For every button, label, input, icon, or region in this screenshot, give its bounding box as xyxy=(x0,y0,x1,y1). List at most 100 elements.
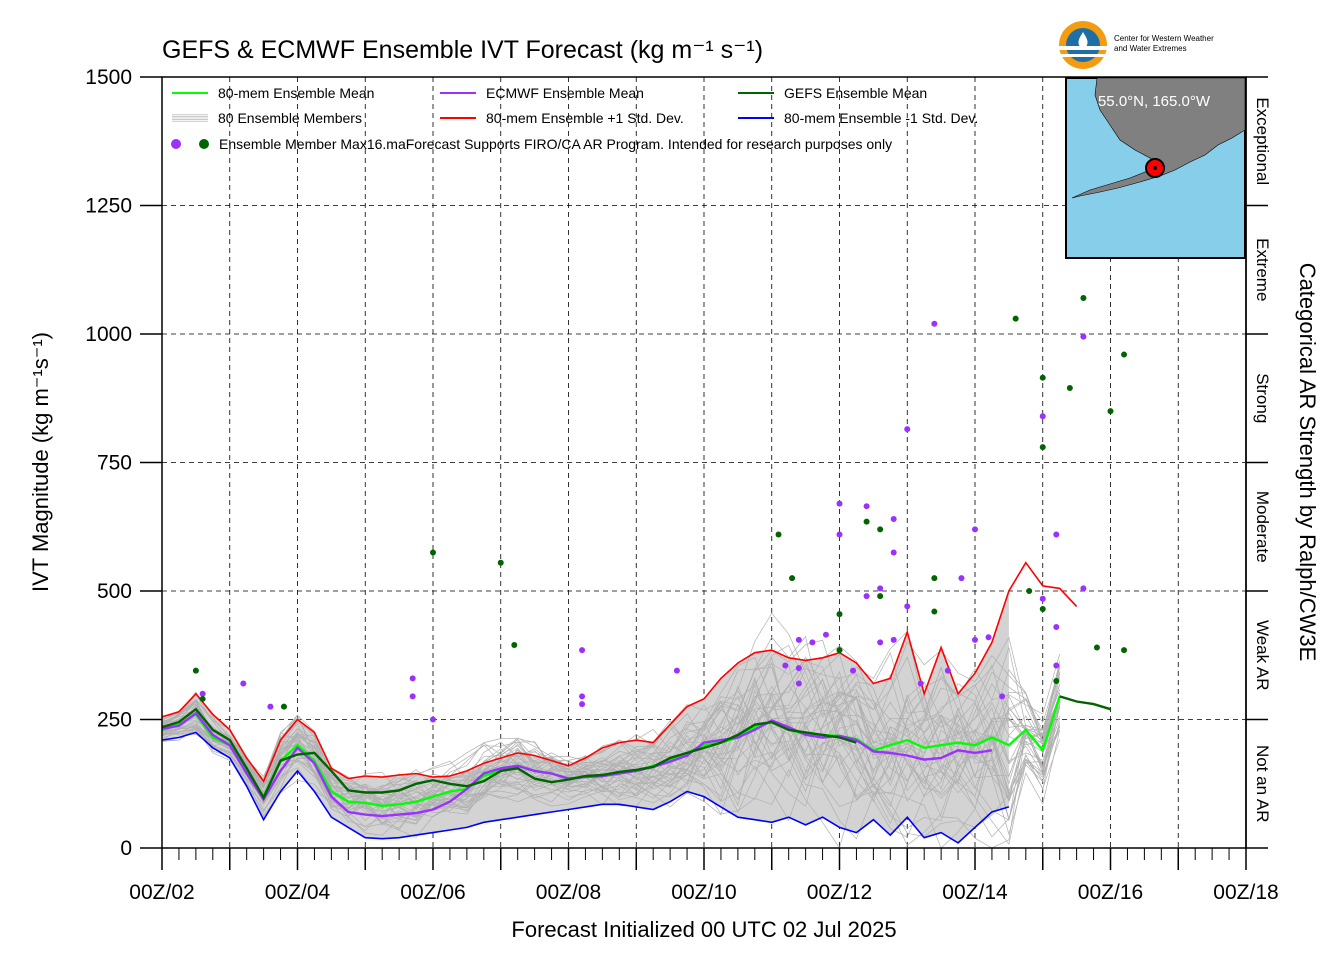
gefs-max-marker xyxy=(775,531,782,538)
ecmwf-max-marker xyxy=(579,701,586,708)
ecmwf-max-marker xyxy=(199,690,206,697)
ecmwf-max-marker xyxy=(809,639,816,646)
ecmwf-max-marker xyxy=(795,680,802,687)
ensemble-member-line xyxy=(161,636,1061,820)
ecmwf-max-marker xyxy=(931,320,938,327)
gefs-max-marker xyxy=(789,575,796,582)
std-dev-spread xyxy=(162,591,1009,843)
ensemble-member-line xyxy=(161,700,1061,846)
gefs-max-marker xyxy=(877,593,884,600)
legend: 80-mem Ensemble Mean ECMWF Ensemble Mean G… xyxy=(171,85,978,152)
ecmwf-max-marker xyxy=(904,426,911,433)
ensemble-member-line xyxy=(161,668,1061,811)
ecmwf-max-marker xyxy=(877,585,884,592)
ecmwf-max-marker xyxy=(944,667,951,674)
ecmwf-max-marker xyxy=(972,526,978,533)
ecmwf-max-marker xyxy=(1053,662,1060,669)
cw3e-logo: Center for Western Weather and Water Ext… xyxy=(1059,21,1214,69)
x-tick-label: 00Z/06 xyxy=(400,881,465,904)
x-tick-label: 00Z/14 xyxy=(942,881,1008,904)
legend-label: 80-mem Ensemble +1 Std. Dev. xyxy=(486,110,684,126)
ecmwf-max-marker xyxy=(863,593,870,600)
category-label: Strong xyxy=(1253,373,1272,423)
gefs-max-marker xyxy=(497,559,504,566)
series-line-80-mem-ensemble-1-std-dev- xyxy=(161,731,1010,844)
location-marker-center xyxy=(1153,166,1157,170)
x-tick-label: 00Z/12 xyxy=(807,881,872,904)
gefs-max-marker xyxy=(1039,605,1046,612)
max-markers xyxy=(192,295,1128,723)
ecmwf-max-marker xyxy=(890,516,897,523)
gefs-max-marker xyxy=(1012,315,1019,322)
x-axis-title: Forecast Initialized 00 UTC 02 Jul 2025 xyxy=(511,917,896,942)
gefs-max-marker xyxy=(1107,408,1114,415)
ecmwf-max-marker xyxy=(917,680,924,687)
category-label: Weak AR xyxy=(1253,620,1272,691)
ecmwf-max-marker xyxy=(267,703,274,710)
legend-label: GEFS Ensemble Mean xyxy=(784,85,927,101)
ensemble-member-line xyxy=(161,703,1061,829)
ecmwf-max-marker xyxy=(850,667,857,674)
ensemble-member-line xyxy=(161,661,1061,825)
spread-fill xyxy=(162,591,1009,843)
chart-title: GEFS & ECMWF Ensemble IVT Forecast (kg m… xyxy=(162,36,763,64)
gefs-max-marker xyxy=(192,667,199,674)
ecmwf-max-marker xyxy=(579,647,586,654)
plot-area xyxy=(161,77,1246,849)
legend-marker-gefs xyxy=(199,139,209,149)
ecmwf-max-marker xyxy=(409,693,416,700)
ecmwf-max-marker xyxy=(863,503,870,510)
x-axis: 00Z/02 00Z/04 00Z/06 00Z/08 00Z/10 00Z/12 00Z/… xyxy=(129,848,1279,904)
y-tick-label: 1000 xyxy=(85,323,132,346)
ecmwf-max-marker xyxy=(836,500,843,507)
ecmwf-max-marker xyxy=(999,693,1006,700)
x-tick-label: 00Z/04 xyxy=(265,881,331,904)
gefs-max-marker xyxy=(836,611,843,618)
ensemble-member-line xyxy=(161,664,1061,811)
ecmwf-max-marker xyxy=(673,667,680,674)
gefs-max-marker xyxy=(877,526,884,533)
ecmwf-max-marker xyxy=(1053,531,1060,538)
ecmwf-max-marker xyxy=(877,639,884,646)
category-label: Not an AR xyxy=(1253,745,1272,823)
ecmwf-max-marker xyxy=(890,549,897,556)
ecmwf-max-marker xyxy=(409,675,416,682)
y-axis: 0 250 500 750 1000 1250 1500 xyxy=(85,66,162,860)
gefs-max-marker xyxy=(1026,588,1033,594)
ensemble-member-line xyxy=(161,685,1061,812)
gefs-max-marker xyxy=(836,647,843,654)
ecmwf-max-marker xyxy=(958,575,965,582)
legend-label: 80 Ensemble Members xyxy=(218,110,362,126)
series-line-80-mem-ensemble-1-std-dev- xyxy=(161,561,1078,783)
series-line-gefs-ensemble-mean xyxy=(161,695,1111,801)
right-axis-title: Categorical AR Strength by Ralph/CW3E xyxy=(1295,263,1320,662)
ensemble-member-line xyxy=(161,666,1061,810)
y-tick-label: 750 xyxy=(97,452,132,475)
ecmwf-max-marker xyxy=(579,693,586,700)
ensemble-member-line xyxy=(161,656,1061,845)
ar-category-axis: Exceptional Extreme Strong Moderate Weak AR N… xyxy=(1245,76,1272,849)
legend-marker-ecmwf xyxy=(171,139,181,149)
gefs-max-marker xyxy=(1121,647,1128,654)
location-inset-map: 55.0°N, 165.0°W xyxy=(1065,77,1246,259)
y-tick-label: 1250 xyxy=(85,195,132,218)
x-tick-label: 00Z/16 xyxy=(1078,881,1143,904)
ecmwf-max-marker xyxy=(240,680,247,687)
gefs-max-marker xyxy=(863,518,870,525)
x-tick-label: 00Z/02 xyxy=(129,881,194,904)
gefs-max-marker xyxy=(511,641,518,648)
gefs-max-marker xyxy=(430,549,436,556)
ensemble-member-line xyxy=(161,656,1061,836)
gefs-max-marker xyxy=(1039,374,1046,381)
logo-text-line2: and Water Extremes xyxy=(1114,44,1187,53)
ecmwf-max-marker xyxy=(904,603,911,610)
y-tick-label: 250 xyxy=(97,709,132,732)
ecmwf-max-marker xyxy=(1039,595,1046,602)
ensemble-series xyxy=(161,561,1111,844)
gefs-max-marker xyxy=(931,575,938,582)
ecmwf-max-marker xyxy=(822,631,829,638)
ecmwf-max-marker xyxy=(1039,413,1046,420)
logo-text-line1: Center for Western Weather xyxy=(1114,34,1214,43)
gefs-max-marker xyxy=(1080,295,1087,302)
y-axis-title: IVT Magnitude (kg m⁻¹s⁻¹) xyxy=(28,332,53,592)
